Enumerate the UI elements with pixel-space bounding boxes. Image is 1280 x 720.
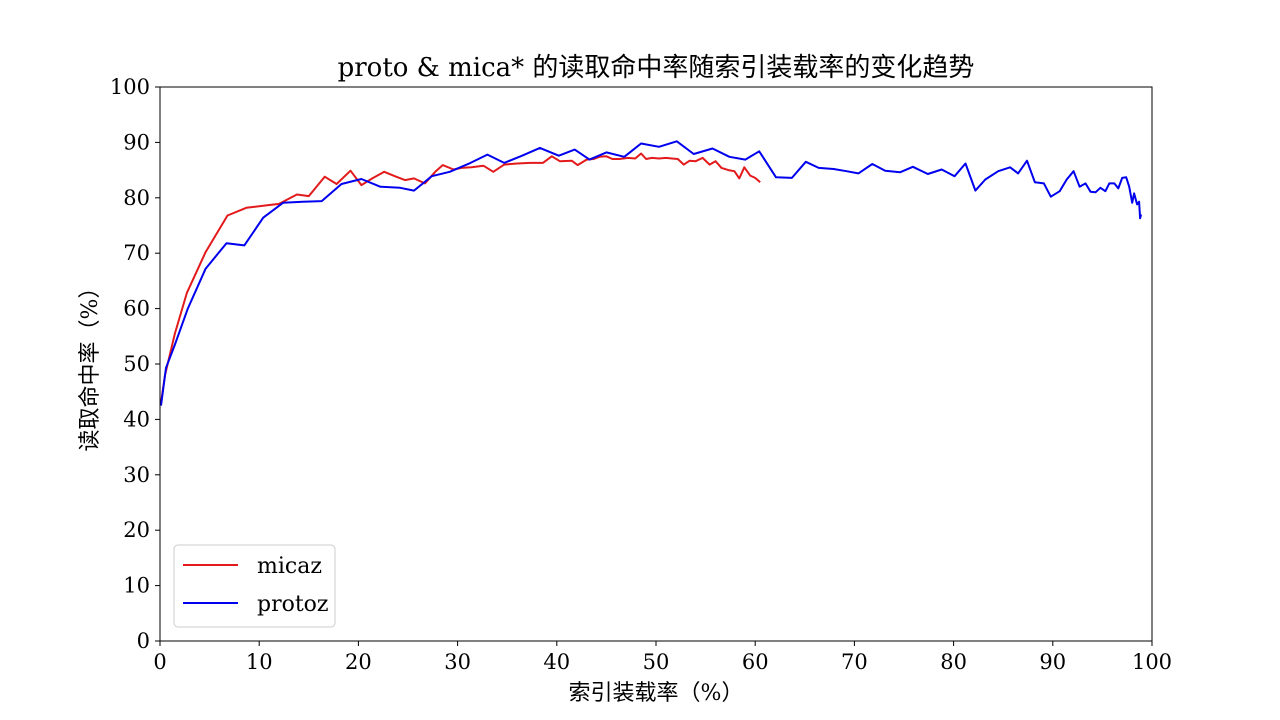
y-axis-label: 读取命中率（%） [78,277,103,452]
x-tick-label: 30 [444,650,471,674]
plot-frame [159,86,1153,642]
y-tick-label: 10 [123,574,150,598]
series-line-micaz [160,152,761,403]
x-tick-label: 40 [543,650,570,674]
x-axis-label: 索引装载率（%） [569,681,744,706]
y-tick-label: 80 [123,186,150,210]
series-layer [160,140,1143,406]
y-tick-label: 20 [123,518,150,542]
ticks-layer: 0 10 20 30 40 50 60 70 80 90 100 0 10 20 30 40 50 60 70 80 9… [110,75,1172,674]
y-tick-label: 60 [123,297,150,321]
x-tick-label: 10 [246,650,273,674]
legend-label-micaz: micaz [257,554,322,579]
x-tick-label: 100 [1132,650,1172,674]
y-tick-label: 90 [123,130,150,154]
x-tick-label: 90 [1039,650,1066,674]
series-line-protoz [160,140,1143,406]
y-tick-label: 50 [123,352,150,376]
y-tick-label: 0 [137,629,150,653]
x-tick-label: 0 [153,650,166,674]
chart-title: proto & mica* 的读取命中率随索引装载率的变化趋势 [338,53,975,83]
y-tick-label: 100 [110,75,150,99]
x-tick-label: 50 [643,650,670,674]
legend-label-protoz: protoz [257,592,329,617]
x-tick-label: 20 [345,650,372,674]
y-tick-label: 40 [123,407,150,431]
x-tick-label: 70 [841,650,868,674]
legend: micaz protoz [173,544,336,628]
x-tick-label: 80 [940,650,967,674]
y-tick-label: 30 [123,463,150,487]
x-tick-label: 60 [742,650,769,674]
y-tick-label: 70 [123,241,150,265]
